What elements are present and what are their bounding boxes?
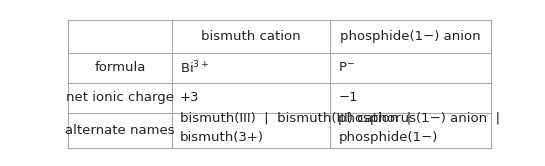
Text: −1: −1 [338, 91, 358, 104]
Text: alternate names: alternate names [65, 124, 175, 137]
Text: +3: +3 [180, 91, 199, 104]
Text: phosphorus(1−) anion  |
phosphide(1−): phosphorus(1−) anion | phosphide(1−) [338, 112, 500, 144]
Text: net ionic charge: net ionic charge [66, 91, 174, 104]
Text: bismuth(III)  |  bismuth(III) cation  |
bismuth(3+): bismuth(III) | bismuth(III) cation | bis… [180, 112, 411, 144]
Text: bismuth cation: bismuth cation [201, 30, 301, 43]
Text: Bi$^{3+}$: Bi$^{3+}$ [180, 60, 209, 76]
Text: P$^{-}$: P$^{-}$ [338, 61, 355, 74]
Text: phosphide(1−) anion: phosphide(1−) anion [340, 30, 481, 43]
Text: formula: formula [94, 61, 146, 74]
